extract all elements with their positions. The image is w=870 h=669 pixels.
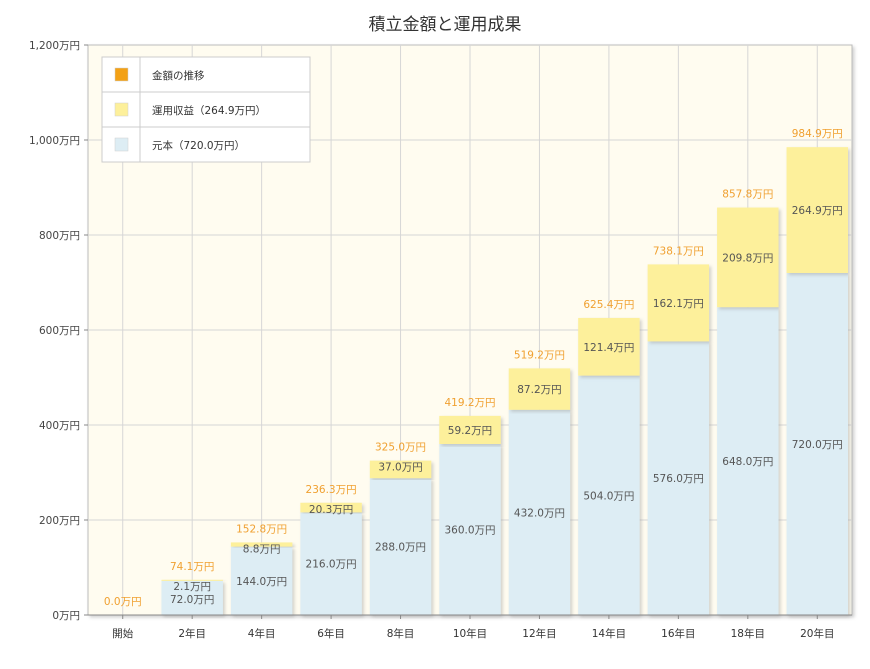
x-tick-label: 8年目: [387, 627, 415, 640]
principal-label: 576.0万円: [653, 473, 704, 485]
bar-return: [369, 460, 432, 479]
bar-principal: [300, 512, 362, 615]
return-label: 2.1万円: [173, 581, 211, 593]
bar-principal: [717, 307, 779, 615]
total-label: 984.9万円: [792, 128, 843, 140]
total-label: 0.0万円: [104, 596, 142, 608]
principal-label: 504.0万円: [583, 490, 634, 502]
principal-label: 432.0万円: [514, 507, 565, 519]
legend-label: 運用収益（264.9万円）: [152, 104, 266, 117]
bar-return: [508, 368, 571, 410]
y-tick-label: 1,000万円: [29, 135, 80, 147]
return-label: 20.3万円: [309, 504, 353, 516]
principal-label: 648.0万円: [722, 456, 773, 468]
total-label: 419.2万円: [444, 397, 495, 409]
y-tick-label: 400万円: [39, 420, 80, 432]
total-label: 519.2万円: [514, 349, 565, 361]
bar-return: [439, 415, 501, 444]
chart-title: 積立金額と運用成果: [369, 15, 522, 35]
bar-principal: [230, 546, 293, 615]
bar-principal: [508, 409, 571, 615]
y-tick-label: 800万円: [39, 230, 80, 242]
y-tick-label: 200万円: [39, 515, 80, 527]
principal-label: 216.0万円: [306, 559, 357, 571]
principal-label: 288.0万円: [375, 542, 426, 554]
return-label: 8.8万円: [243, 543, 281, 555]
total-label: 236.3万円: [306, 484, 357, 496]
y-tick-label: 1,200万円: [29, 40, 80, 52]
legend-box: [101, 56, 311, 163]
total-label: 325.0万円: [375, 442, 426, 454]
bar-principal: [161, 580, 223, 615]
y-tick-label: 600万円: [39, 325, 80, 337]
legend-label: 金額の推移: [152, 69, 205, 82]
legend-label: 元本（720.0万円）: [152, 139, 245, 152]
return-label: 37.0万円: [378, 462, 422, 474]
legend-swatch: [114, 67, 129, 82]
principal-label: 720.0万円: [792, 439, 843, 451]
bar-principal: [369, 478, 432, 615]
x-tick-label: 6年目: [317, 627, 345, 640]
return-label: 121.4万円: [583, 342, 634, 354]
x-tick-label: 2年目: [178, 627, 206, 640]
bar-return: [161, 579, 223, 581]
total-label: 625.4万円: [583, 299, 634, 311]
x-tick-label: 開始: [112, 627, 133, 640]
principal-label: 144.0万円: [236, 576, 287, 588]
total-label: 74.1万円: [170, 561, 214, 573]
return-label: 59.2万円: [448, 425, 492, 437]
total-label: 857.8万円: [722, 189, 773, 201]
bar-principal: [578, 375, 640, 615]
bar-principal: [439, 444, 501, 615]
principal-label: 360.0万円: [444, 525, 495, 537]
bar-principal: [786, 273, 848, 615]
bar-return: [647, 264, 710, 342]
bar-return: [786, 147, 848, 273]
x-tick-label: 12年目: [522, 627, 556, 640]
legend-swatch: [114, 137, 129, 152]
return-label: 209.8万円: [722, 252, 773, 264]
bar-return: [578, 317, 640, 376]
x-tick-label: 4年目: [248, 627, 276, 640]
legend-swatch: [114, 102, 129, 117]
principal-label: 72.0万円: [170, 594, 214, 606]
bars: [161, 147, 848, 615]
x-tick-label: 16年目: [661, 627, 695, 640]
x-tick-label: 18年目: [731, 627, 765, 640]
bar-principal: [647, 341, 710, 615]
total-label: 738.1万円: [653, 245, 704, 257]
return-label: 264.9万円: [792, 205, 843, 217]
return-label: 87.2万円: [517, 384, 561, 396]
bar-return: [717, 207, 779, 308]
x-tick-label: 10年目: [453, 627, 487, 640]
y-tick-label: 0万円: [52, 610, 80, 622]
return-label: 162.1万円: [653, 298, 704, 310]
x-tick-label: 14年目: [592, 627, 626, 640]
bar-return: [300, 502, 362, 513]
total-label: 152.8万円: [236, 523, 287, 535]
x-tick-label: 20年目: [800, 627, 834, 640]
bar-return: [230, 542, 293, 547]
